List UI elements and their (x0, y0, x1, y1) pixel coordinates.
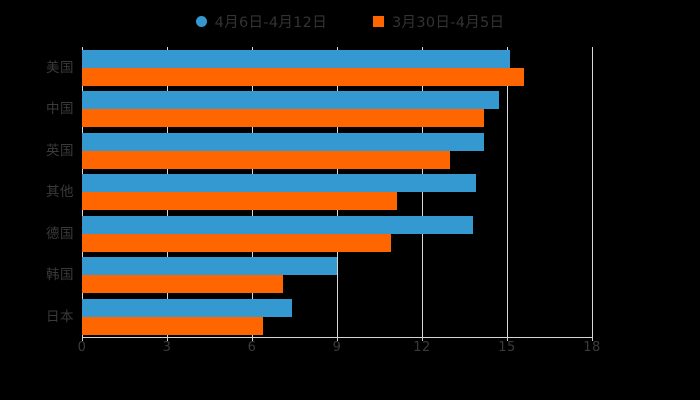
legend-item-series-1[interactable]: 3月30日-4月5日 (373, 11, 504, 32)
bar-其他-series-0[interactable] (82, 174, 476, 193)
bar-英国-series-0[interactable] (82, 132, 485, 151)
y-axis-label-韩国: 韩国 (46, 267, 74, 284)
x-axis-label-9: 9 (332, 340, 342, 355)
y-axis-label-其他: 其他 (46, 184, 74, 201)
bar-其他-series-1[interactable] (82, 192, 397, 211)
bar-中国-series-0[interactable] (82, 91, 499, 110)
legend-marker-circle-icon (195, 15, 207, 27)
tick-mark (592, 337, 593, 341)
bar-美国-series-1[interactable] (82, 68, 524, 86)
bar-英国-series-1[interactable] (82, 150, 451, 169)
y-axis-label-日本: 日本 (46, 308, 74, 325)
chart-legend: 4月6日-4月12日 3月30日-4月5日 (0, 8, 700, 34)
bar-日本-series-1[interactable] (82, 316, 264, 335)
x-axis-label-3: 3 (162, 340, 172, 355)
y-axis-label-中国: 中国 (46, 101, 74, 118)
bar-韩国-series-0[interactable] (82, 257, 337, 276)
y-axis-label-德国: 德国 (46, 225, 74, 242)
bar-日本-series-0[interactable] (82, 298, 292, 317)
legend-marker-square-icon (373, 15, 384, 27)
bar-德国-series-0[interactable] (82, 215, 473, 234)
x-axis-label-15: 15 (498, 340, 516, 355)
y-axis-label-美国: 美国 (46, 60, 74, 76)
x-axis-label-18: 18 (583, 340, 601, 355)
tick-mark (82, 337, 83, 341)
bar-韩国-series-1[interactable] (82, 275, 284, 294)
bar-美国-series-0[interactable] (82, 50, 510, 68)
tick-mark (422, 337, 423, 341)
x-axis-label-6: 6 (247, 340, 257, 355)
chart-plot-area (82, 47, 592, 337)
legend-label-series-1: 3月30日-4月5日 (392, 14, 505, 31)
y-axis-labels: 美国中国英国其他德国韩国日本 (0, 47, 74, 337)
y-axis-label-英国: 英国 (46, 142, 74, 159)
legend-item-series-0[interactable]: 4月6日-4月12日 (195, 11, 327, 32)
gridline (592, 47, 593, 337)
gridline (507, 47, 508, 337)
tick-mark (337, 337, 338, 341)
legend-label-series-0: 4月6日-4月12日 (214, 14, 327, 31)
bar-中国-series-1[interactable] (82, 109, 485, 128)
tick-mark (167, 337, 168, 341)
bar-德国-series-1[interactable] (82, 233, 391, 252)
tick-mark (252, 337, 253, 341)
x-axis-label-12: 12 (413, 340, 431, 355)
x-axis-label-0: 0 (77, 340, 87, 355)
tick-mark (507, 337, 508, 341)
x-axis-labels: 0 3 6 9 12 15 18 (0, 340, 700, 360)
